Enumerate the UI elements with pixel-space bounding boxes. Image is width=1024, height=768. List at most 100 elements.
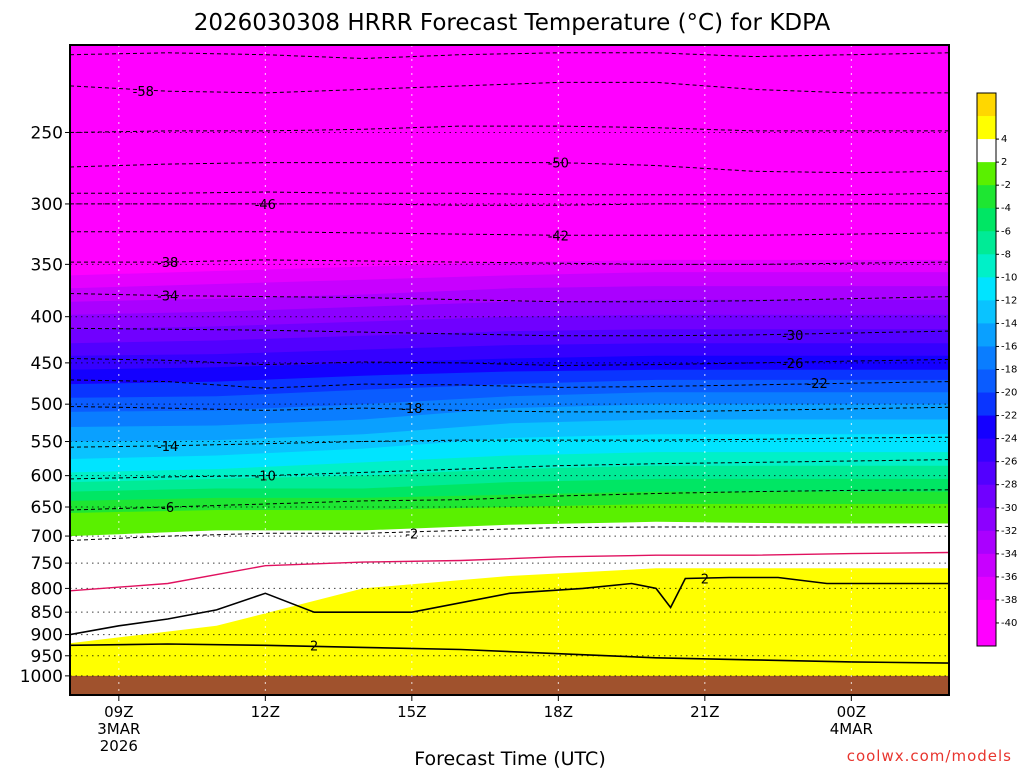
ytick-label-900: 900 xyxy=(31,626,63,646)
colorbar-swatch--34 xyxy=(977,530,996,555)
contour-label--10: -10 xyxy=(255,470,276,485)
colorbar-label--40: -40 xyxy=(1001,618,1017,629)
contour-label--50: -50 xyxy=(548,157,569,172)
xtick-label-21Z: 21Z xyxy=(690,703,719,721)
colorbar-swatch--4 xyxy=(977,185,996,209)
ytick-label-350: 350 xyxy=(31,255,63,275)
colorbar-swatch--20 xyxy=(977,369,996,394)
ytick-label-750: 750 xyxy=(31,554,63,574)
contour-label--30: -30 xyxy=(782,329,803,344)
ytick-label-550: 550 xyxy=(31,433,63,453)
contour-label--34: -34 xyxy=(157,290,178,305)
ytick-label-850: 850 xyxy=(31,603,63,623)
freezing-line xyxy=(70,551,949,592)
colorbar-swatch--16 xyxy=(977,323,996,347)
colorbar-swatch--12 xyxy=(977,277,996,301)
colorbar-swatch--10 xyxy=(977,254,996,278)
colorbar-label--4: -4 xyxy=(1001,203,1011,214)
colorbar-label--34: -34 xyxy=(1001,549,1017,560)
colorbar-swatch--8 xyxy=(977,231,996,255)
colorbar-swatch--30 xyxy=(977,484,996,509)
colorbar-swatch--18 xyxy=(977,346,996,370)
ytick-label-1000: 1000 xyxy=(20,667,63,687)
ytick-label-800: 800 xyxy=(31,579,63,599)
colorbar-label--28: -28 xyxy=(1001,480,1017,491)
xtick-label-00Z: 00Z xyxy=(837,703,866,721)
xtick-label-15Z: 15Z xyxy=(397,703,426,721)
colorbar-swatch-end xyxy=(977,93,996,117)
xtick-label-18Z: 18Z xyxy=(544,703,573,721)
xtick-sub-year: 2026 xyxy=(100,737,138,755)
colorbar-swatch-4 xyxy=(977,116,996,140)
contour-label--46: -46 xyxy=(255,198,276,213)
colorbar-swatch--38 xyxy=(977,576,996,601)
colorbar-swatch-end xyxy=(977,622,996,647)
ytick-label-500: 500 xyxy=(31,395,63,415)
contour-label-2: 2 xyxy=(310,639,318,654)
ytick-label-450: 450 xyxy=(31,354,63,374)
colorbar-label--16: -16 xyxy=(1001,341,1017,352)
contour-label--18: -18 xyxy=(401,402,422,417)
colorbar-swatch--26 xyxy=(977,438,996,463)
colorbar-label--24: -24 xyxy=(1001,434,1017,445)
contour-label-2: 2 xyxy=(701,572,709,587)
contour-label--38: -38 xyxy=(157,256,178,271)
colorbar-label--38: -38 xyxy=(1001,595,1017,606)
contour-2-17 xyxy=(70,643,949,664)
xtick-sub-date: 4MAR xyxy=(830,720,873,738)
band-above-0 xyxy=(70,568,949,695)
contour-label--14: -14 xyxy=(157,440,178,455)
colorbar-swatch-2 xyxy=(977,139,996,163)
contour-label--58: -58 xyxy=(133,85,154,100)
credit-text: coolwx.com/models xyxy=(847,747,1012,765)
colorbar-label--30: -30 xyxy=(1001,503,1017,514)
colorbar-swatch--36 xyxy=(977,553,996,578)
grid-lines xyxy=(70,45,949,695)
ytick-label-950: 950 xyxy=(31,647,63,667)
contour-label--42: -42 xyxy=(548,229,569,244)
colorbar-label--32: -32 xyxy=(1001,526,1017,537)
colorbar-swatch--32 xyxy=(977,507,996,532)
xtick-label-12Z: 12Z xyxy=(251,703,280,721)
colorbar-label--36: -36 xyxy=(1001,572,1017,583)
contour-label--26: -26 xyxy=(782,357,803,372)
ytick-label-600: 600 xyxy=(31,467,63,487)
contour-label--22: -22 xyxy=(807,377,828,392)
colorbar-swatch--28 xyxy=(977,461,996,486)
colorbar-swatch--40 xyxy=(977,599,996,624)
band-ground xyxy=(70,675,949,695)
ytick-label-700: 700 xyxy=(31,527,63,547)
colorbar-label--20: -20 xyxy=(1001,388,1017,399)
y-axis-ticks: 250 300 350 400 450 500 550 600 650 700 750 800 850 9… xyxy=(20,123,70,687)
colorbar-label--18: -18 xyxy=(1001,365,1017,376)
colorbar-swatch--22 xyxy=(977,392,996,417)
colorbar-label--22: -22 xyxy=(1001,411,1017,422)
colorbar-swatch--2 xyxy=(977,162,996,186)
colorbar-label--26: -26 xyxy=(1001,457,1017,468)
ytick-label-400: 400 xyxy=(31,308,63,328)
colorbar-label--10: -10 xyxy=(1001,272,1017,283)
xtick-sub-date: 3MAR xyxy=(97,720,140,738)
colorbar-swatch--14 xyxy=(977,300,996,324)
temperature-color-bands xyxy=(70,45,949,695)
chart-title: 2026030308 HRRR Forecast Temperature (°C… xyxy=(194,10,831,36)
x-axis-label: Forecast Time (UTC) xyxy=(414,748,605,768)
contour-label--6: -6 xyxy=(161,501,174,516)
ytick-label-300: 300 xyxy=(31,195,63,215)
colorbar-frame xyxy=(976,92,997,647)
isotherm-contours: -58-50-46-42-38-34-30-26-22-18-14-10-6-2… xyxy=(70,52,949,664)
colorbar-label-2: 2 xyxy=(1001,157,1007,168)
colorbar: 4 2 -2 -4 -6 -8 -10 -12 -14 -16 -18 -20 -22 -24 -26 -28… xyxy=(976,92,1017,647)
colorbar-label--12: -12 xyxy=(1001,295,1017,306)
colorbar-label--14: -14 xyxy=(1001,318,1017,329)
ytick-label-250: 250 xyxy=(31,123,63,143)
plot-frame xyxy=(69,44,950,696)
colorbar-swatch--6 xyxy=(977,208,996,232)
colorbar-label-4: 4 xyxy=(1001,134,1007,145)
colorbar-label--8: -8 xyxy=(1001,249,1011,260)
contour-2-18 xyxy=(70,576,949,636)
colorbar-label--2: -2 xyxy=(1001,180,1011,191)
ytick-label-650: 650 xyxy=(31,498,63,518)
